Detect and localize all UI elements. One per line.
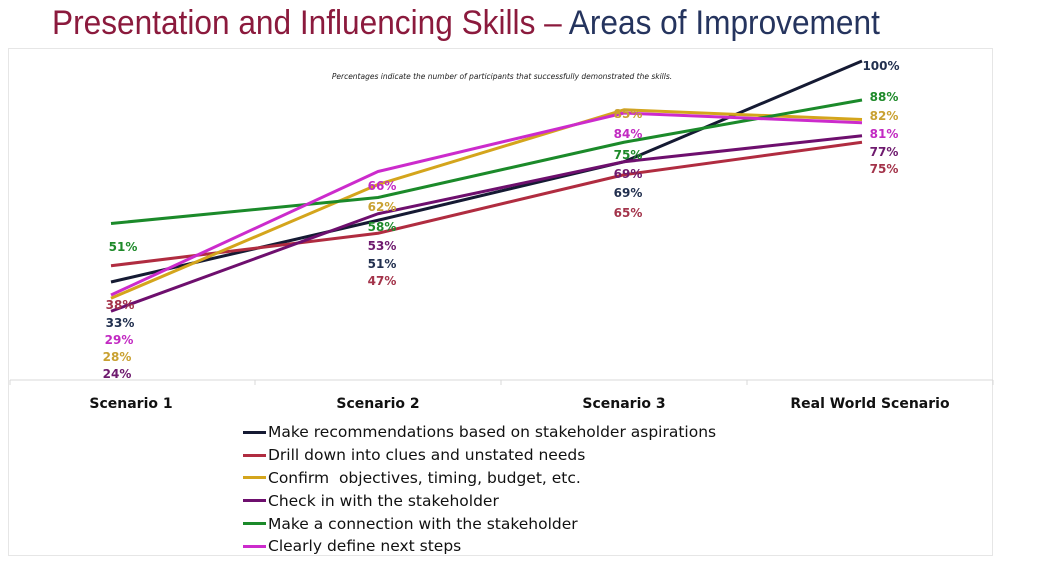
data-label: 47%	[368, 274, 397, 288]
title-part-2: Areas of Improvement	[568, 4, 880, 42]
series-line-3	[110, 134, 863, 313]
series-line-5	[110, 111, 863, 297]
data-label: 62%	[368, 200, 397, 214]
series-line-4	[110, 98, 863, 225]
data-label: 85%	[614, 107, 643, 121]
legend-label: Make a connection with the stakeholder	[268, 514, 578, 533]
data-label: 65%	[614, 206, 643, 220]
data-label: 24%	[103, 367, 132, 381]
series-line-2	[110, 108, 863, 300]
x-tick-label: Scenario 1	[89, 396, 172, 412]
data-label: 51%	[109, 240, 138, 254]
legend-label: Make recommendations based on stakeholde…	[268, 423, 717, 442]
legend-swatch	[243, 453, 266, 457]
legend-swatch	[243, 544, 266, 548]
data-label: 58%	[368, 220, 397, 234]
legend-label: Clearly define next steps	[268, 537, 462, 556]
data-label: 84%	[614, 127, 643, 141]
data-label: 69%	[614, 167, 643, 181]
chart-note: Percentages indicate the number of parti…	[332, 72, 672, 81]
data-label: 81%	[870, 127, 899, 141]
legend-label: Drill down into clues and unstated needs	[268, 446, 586, 465]
x-tick-label: Real World Scenario	[790, 396, 950, 412]
legend-item: Drill down into clues and unstated needs	[243, 444, 716, 467]
legend-item: Confirm objectives, timing, budget, etc.	[243, 467, 716, 490]
x-tick-label: Scenario 3	[582, 396, 665, 412]
data-label: 38%	[106, 298, 135, 312]
data-label: 88%	[870, 90, 899, 104]
data-label: 29%	[105, 333, 134, 347]
page-title: Presentation and Influencing Skills – Ar…	[52, 0, 880, 46]
legend-item: Check in with the stakeholder	[243, 489, 716, 512]
legend-swatch	[243, 476, 266, 480]
data-label: 66%	[368, 179, 397, 193]
legend-label: Check in with the stakeholder	[268, 491, 499, 510]
series-line-0	[110, 59, 863, 284]
data-label: 51%	[368, 257, 397, 271]
data-label: 77%	[870, 145, 899, 159]
chart-legend: Make recommendations based on stakeholde…	[243, 421, 716, 558]
data-label: 75%	[870, 162, 899, 176]
legend-swatch	[243, 499, 266, 503]
data-label: 75%	[614, 148, 643, 162]
data-label: 33%	[106, 316, 135, 330]
x-tick-label: Scenario 2	[336, 396, 419, 412]
data-label: 100%	[862, 59, 899, 73]
data-label: 53%	[368, 239, 397, 253]
title-part-1: Presentation and Influencing Skills –	[52, 4, 569, 42]
data-label: 28%	[103, 350, 132, 364]
data-label: 82%	[870, 109, 899, 123]
series-line-1	[110, 140, 863, 268]
legend-label: Confirm objectives, timing, budget, etc.	[268, 468, 581, 487]
legend-item: Make a connection with the stakeholder	[243, 512, 716, 535]
legend-swatch	[243, 430, 266, 434]
legend-item: Make recommendations based on stakeholde…	[243, 421, 716, 444]
data-label: 69%	[614, 186, 643, 200]
legend-swatch	[243, 522, 266, 526]
legend-item: Clearly define next steps	[243, 535, 716, 558]
chart-frame	[8, 48, 993, 556]
